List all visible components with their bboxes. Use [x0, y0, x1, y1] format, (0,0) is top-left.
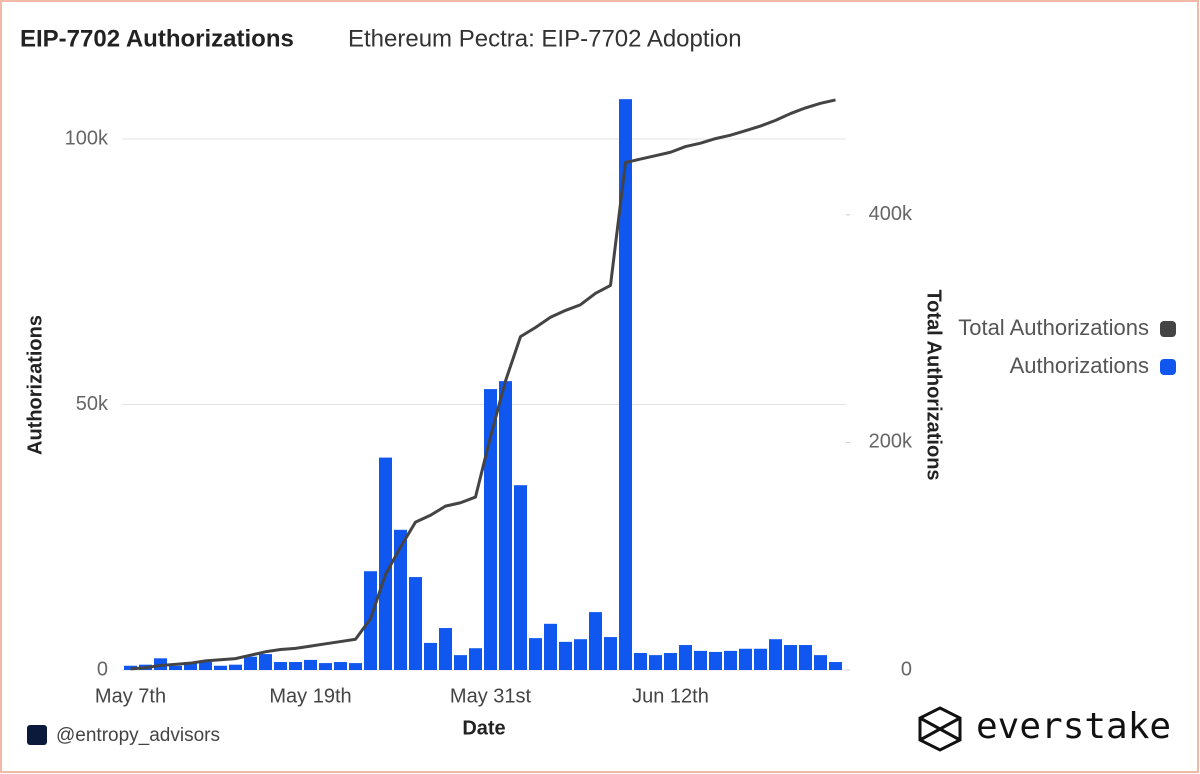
brand-logo [918, 706, 962, 752]
y2-tick-label: 400k [869, 203, 913, 225]
bar [799, 645, 812, 670]
bar [574, 639, 587, 670]
bar [754, 648, 767, 670]
bar [499, 381, 512, 670]
bar [184, 662, 197, 670]
bar [454, 655, 467, 670]
legend-label: Total Authorizations [958, 315, 1149, 340]
bar [304, 659, 317, 670]
chart-subtitle: Ethereum Pectra: EIP-7702 Adoption [348, 25, 742, 52]
legend-label: Authorizations [1010, 353, 1149, 378]
footer-handle: @entropy_advisors [56, 725, 220, 746]
x-tick-label: May 19th [269, 685, 351, 707]
legend-item: Authorizations [1010, 353, 1176, 378]
bar [784, 645, 797, 670]
bar [334, 662, 347, 670]
bar [229, 664, 242, 670]
handle-icon [27, 725, 47, 745]
y2-tick-label: 0 [901, 658, 912, 680]
bar [619, 99, 632, 670]
bar [199, 662, 212, 670]
bar [409, 577, 422, 670]
bar [769, 639, 782, 670]
bar [274, 662, 287, 670]
bar [664, 653, 677, 670]
bar [349, 663, 362, 670]
x-tick-label: May 31st [450, 685, 532, 707]
bar [379, 457, 392, 670]
brand-name: everstake [976, 706, 1171, 747]
y-tick-label: 50k [76, 393, 109, 415]
y-tick-label: 0 [97, 658, 108, 680]
bar [634, 653, 647, 670]
x-tick-label: May 7th [95, 685, 166, 707]
bar [739, 648, 752, 670]
bar [679, 645, 692, 670]
bar [724, 650, 737, 670]
bar [709, 651, 722, 670]
legend-swatch [1160, 321, 1176, 337]
bar [439, 628, 452, 670]
bar [529, 638, 542, 670]
x-axis-title: Date [462, 717, 505, 739]
bar [214, 665, 227, 670]
bar [319, 663, 332, 670]
y-tick-label: 100k [65, 127, 109, 149]
bar [484, 389, 497, 670]
line [130, 98, 836, 671]
bar [259, 654, 272, 670]
bar [589, 612, 602, 670]
bar [514, 485, 527, 670]
bar [814, 655, 827, 670]
bar [649, 655, 662, 670]
chart-title: EIP-7702 Authorizations [20, 25, 294, 52]
bar [694, 650, 707, 670]
bar [394, 529, 407, 670]
bar [289, 662, 302, 670]
bar [544, 623, 557, 670]
y2-axis-title: Total Authorizations [923, 289, 945, 480]
legend-item: Total Authorizations [958, 315, 1176, 340]
bar [469, 648, 482, 670]
x-tick-label: Jun 12th [632, 685, 709, 707]
y2-tick-label: 200k [869, 431, 913, 453]
bar [829, 662, 842, 670]
y-axis-title: Authorizations [24, 315, 46, 455]
bar [169, 665, 182, 670]
bar [559, 641, 572, 670]
bar [244, 656, 257, 670]
bar [604, 637, 617, 670]
bar [424, 642, 437, 670]
legend-swatch [1160, 359, 1176, 375]
